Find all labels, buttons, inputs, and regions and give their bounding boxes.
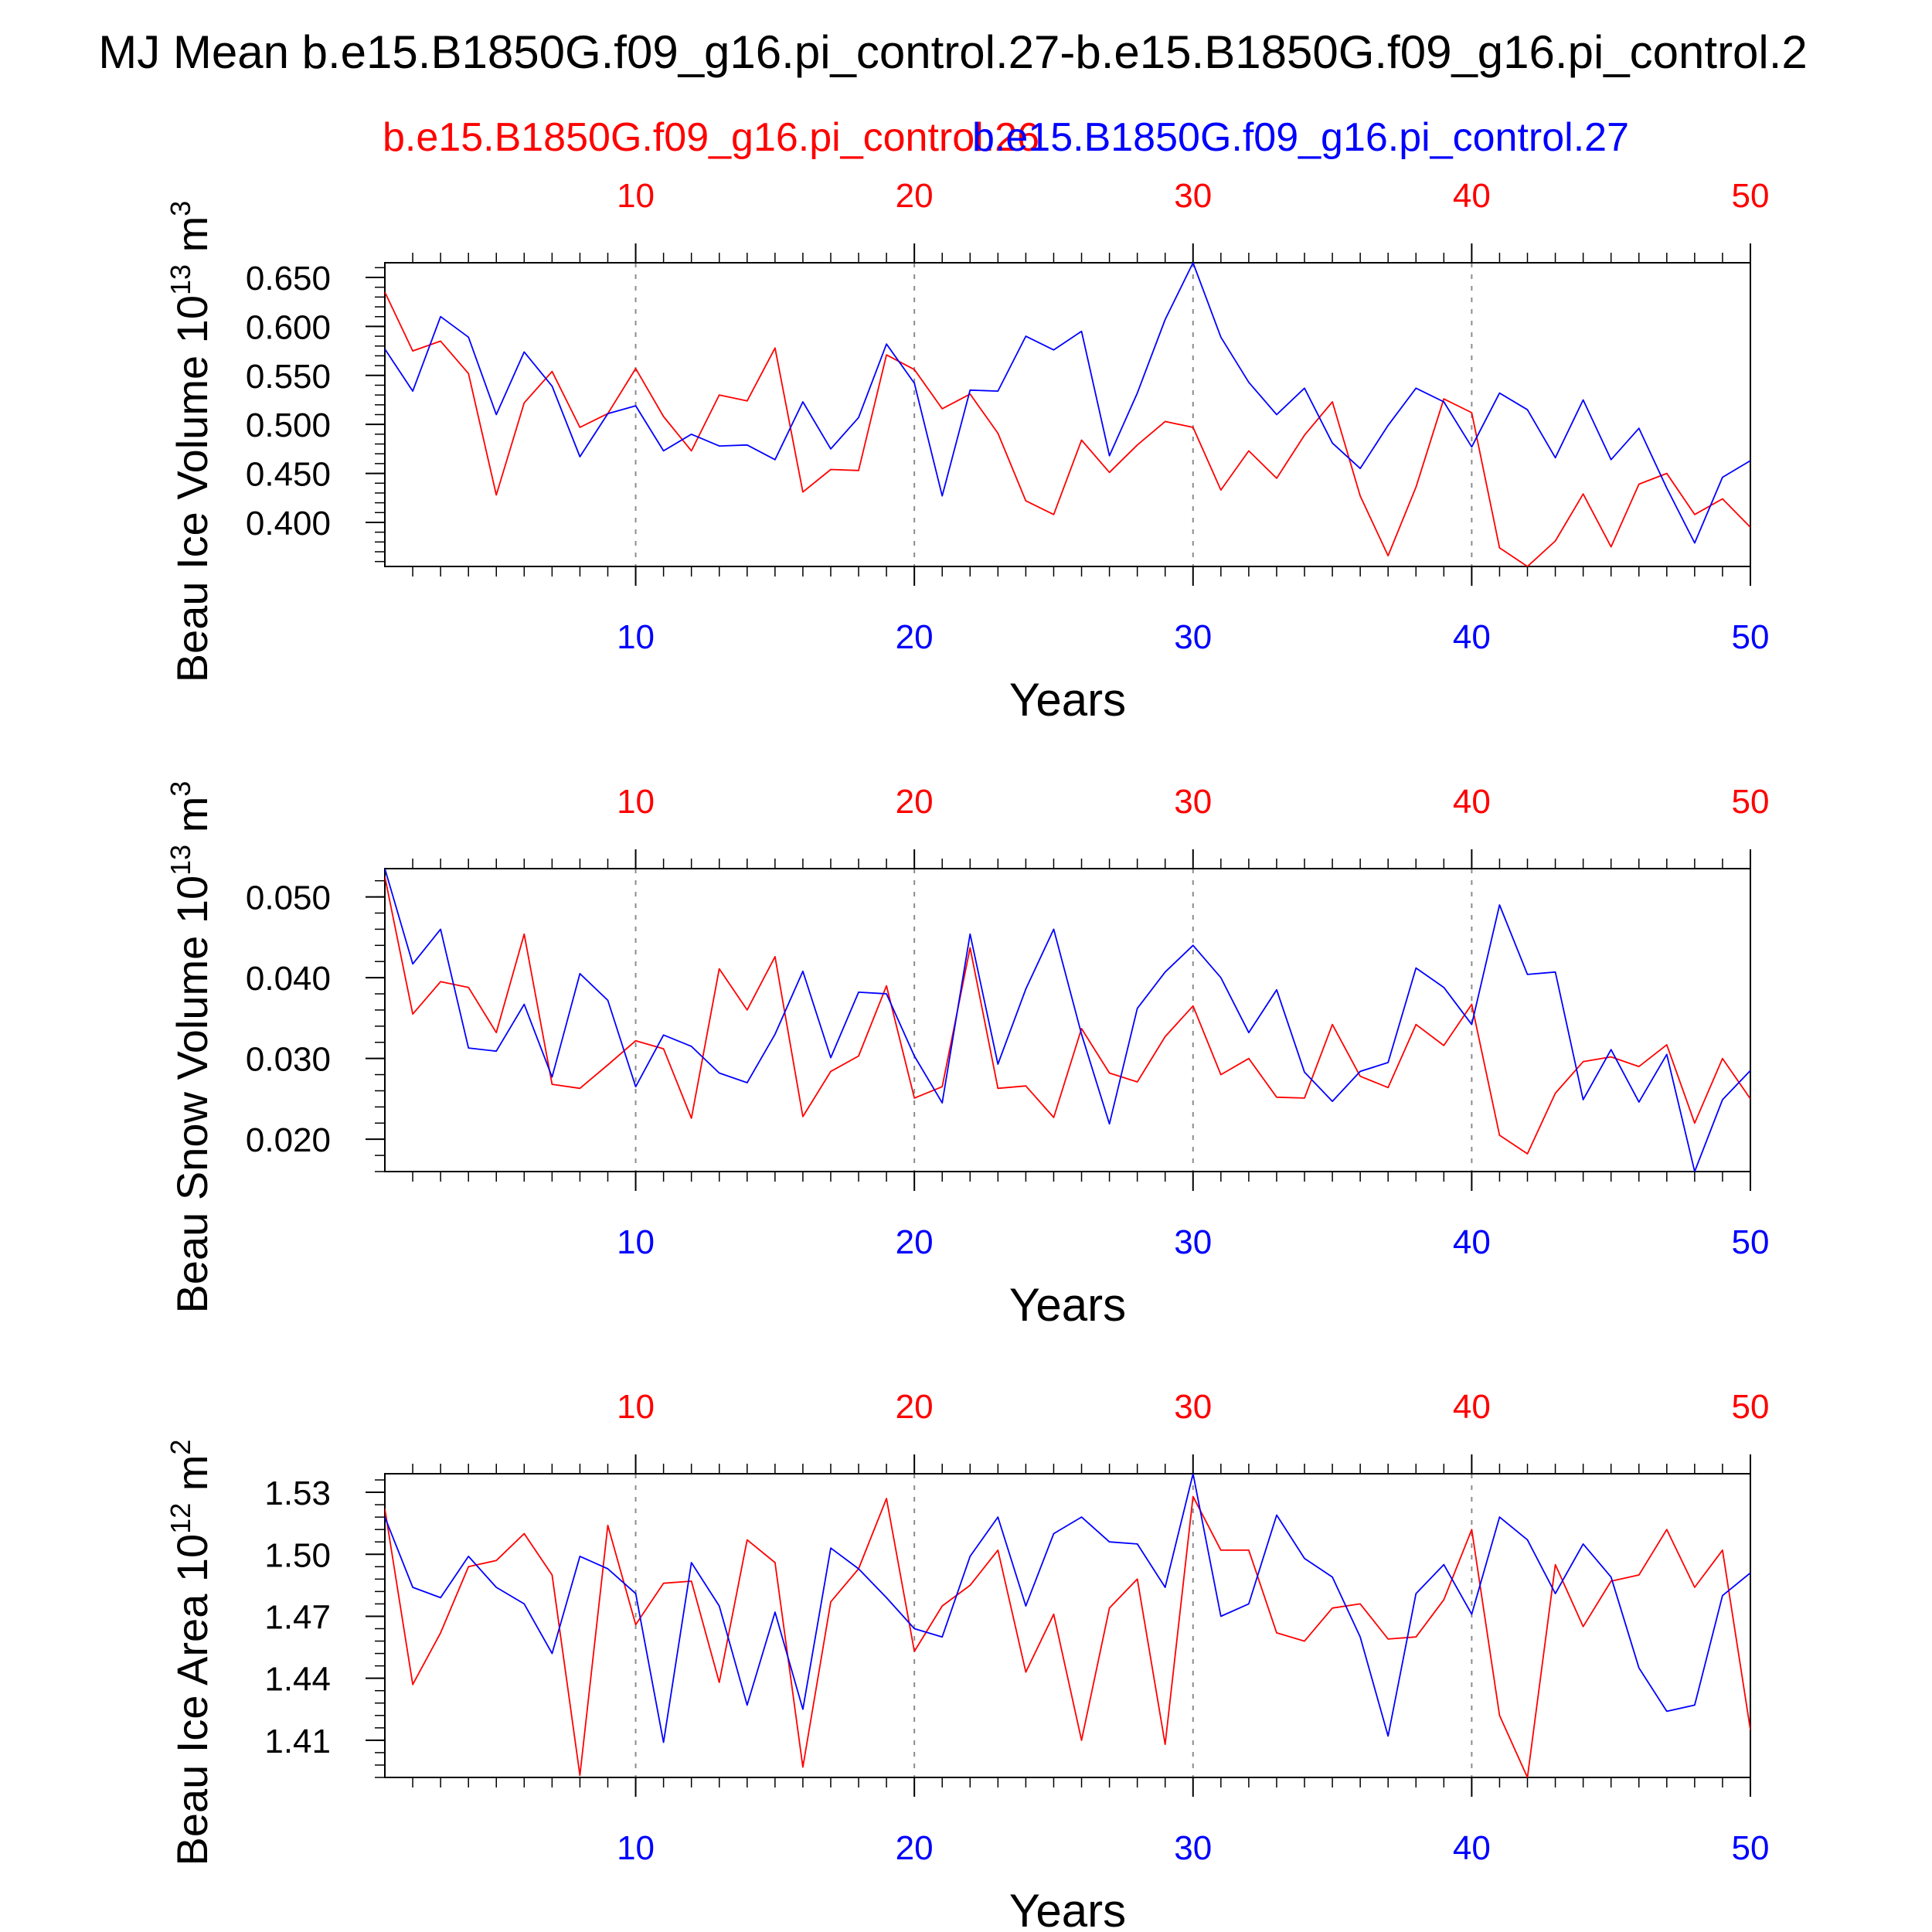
- legend-blue-label: b.e15.B1850G.f09_g16.pi_control.27: [972, 115, 1629, 160]
- x-top-tick-label: 50: [1732, 1388, 1770, 1426]
- y-tick-label: 1.44: [264, 1661, 331, 1699]
- x-top-tick-label: 40: [1453, 1388, 1491, 1426]
- y-tick-label: 0.040: [246, 960, 331, 998]
- series-line-blue: [385, 263, 1750, 544]
- x-top-tick-label: 20: [896, 783, 934, 821]
- x-bottom-tick-label: 30: [1174, 618, 1212, 656]
- series-line-red: [385, 291, 1750, 566]
- x-top-tick-label: 30: [1174, 783, 1212, 821]
- plot-frame: [384, 1473, 1751, 1778]
- x-top-tick-label: 20: [896, 1388, 934, 1426]
- y-tick-label: 0.500: [246, 406, 331, 444]
- chart-panel-1: 0.400 0.450 0.500 0.550 0.600 0.650 10 10 20 20 30…: [165, 177, 1769, 726]
- legend-red-label: b.e15.B1850G.f09_g16.pi_control.26: [383, 115, 1039, 160]
- y-tick-label: 1.41: [264, 1723, 331, 1760]
- chart-panel-2: 0.020 0.030 0.040 0.050 10 10 20 20 30 30 40 40 50 50…: [165, 781, 1769, 1331]
- x-bottom-tick-label: 40: [1453, 1223, 1491, 1261]
- series-line-blue: [385, 1474, 1750, 1743]
- x-bottom-tick-label: 30: [1174, 1223, 1212, 1261]
- y-axis-label: Beau Ice Volume 1013 m3: [165, 201, 216, 683]
- x-bottom-tick-label: 20: [896, 618, 934, 656]
- x-top-tick-label: 10: [617, 1388, 655, 1426]
- x-axis-label: Years: [1009, 1279, 1126, 1331]
- x-bottom-tick-label: 40: [1453, 1829, 1491, 1867]
- y-axis-label: Beau Ice Area 1012 m2: [165, 1440, 216, 1866]
- x-top-tick-label: 30: [1174, 177, 1212, 215]
- y-tick-label: 0.400: [246, 505, 331, 543]
- x-top-tick-label: 40: [1453, 177, 1491, 215]
- x-bottom-tick-label: 40: [1453, 618, 1491, 656]
- x-top-tick-label: 20: [896, 177, 934, 215]
- y-tick-label: 1.50: [264, 1536, 331, 1574]
- series-line-red: [385, 1495, 1750, 1777]
- y-tick-label: 0.650: [246, 260, 331, 298]
- y-tick-label: 0.020: [246, 1121, 331, 1159]
- x-top-tick-label: 40: [1453, 783, 1491, 821]
- x-bottom-tick-label: 50: [1732, 1829, 1770, 1867]
- x-bottom-tick-label: 20: [896, 1223, 934, 1261]
- y-tick-label: 0.030: [246, 1041, 331, 1079]
- y-tick-label: 0.050: [246, 879, 331, 917]
- x-bottom-tick-label: 50: [1732, 1223, 1770, 1261]
- panels: 0.400 0.450 0.500 0.550 0.600 0.650 10 10 20 20 30…: [165, 177, 1769, 1932]
- x-top-tick-label: 50: [1732, 177, 1770, 215]
- x-top-tick-label: 10: [617, 783, 655, 821]
- x-bottom-tick-label: 20: [896, 1829, 934, 1867]
- y-tick-label: 0.450: [246, 456, 331, 494]
- x-top-tick-label: 30: [1174, 1388, 1212, 1426]
- x-axis-label: Years: [1009, 1885, 1126, 1932]
- y-tick-label: 1.47: [264, 1598, 331, 1636]
- x-bottom-tick-label: 10: [617, 1223, 655, 1261]
- x-top-tick-label: 10: [617, 177, 655, 215]
- x-top-tick-label: 50: [1732, 783, 1770, 821]
- series-line-red: [385, 876, 1750, 1155]
- x-bottom-tick-label: 10: [617, 1829, 655, 1867]
- y-tick-label: 0.550: [246, 358, 331, 396]
- plot-frame: [384, 262, 1751, 567]
- figure-title: MJ Mean b.e15.B1850G.f09_g16.pi_control.…: [98, 26, 1808, 78]
- y-tick-label: 0.600: [246, 308, 331, 346]
- plot-frame: [384, 868, 1751, 1172]
- y-axis-label: Beau Snow Volume 1013 m3: [165, 781, 216, 1314]
- x-bottom-tick-label: 10: [617, 618, 655, 656]
- series-line-blue: [385, 869, 1750, 1172]
- y-tick-label: 1.53: [264, 1475, 331, 1512]
- x-bottom-tick-label: 30: [1174, 1829, 1212, 1867]
- x-axis-label: Years: [1009, 674, 1126, 726]
- x-bottom-tick-label: 50: [1732, 618, 1770, 656]
- chart-panel-3: 1.41 1.44 1.47 1.50 1.53 10 10 20 20 30 30 40 40 50 50…: [165, 1388, 1769, 1932]
